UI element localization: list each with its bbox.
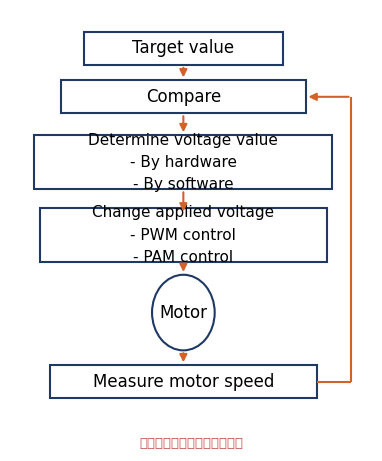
FancyBboxPatch shape [61,80,306,113]
Text: Measure motor speed: Measure motor speed [93,372,274,391]
Text: Compare: Compare [146,88,221,106]
FancyBboxPatch shape [40,208,327,262]
Text: Change applied voltage
- PWM control
- PAM control: Change applied voltage - PWM control - P… [92,206,274,265]
FancyBboxPatch shape [50,365,317,398]
FancyBboxPatch shape [34,135,332,189]
Text: 电压控制直流电机调速示意图: 电压控制直流电机调速示意图 [139,437,243,450]
Text: Target value: Target value [132,39,235,58]
Text: Motor: Motor [159,303,207,322]
FancyBboxPatch shape [84,32,283,65]
Circle shape [152,275,215,350]
Text: Determine voltage value
- By hardware
- By software: Determine voltage value - By hardware - … [88,133,278,192]
